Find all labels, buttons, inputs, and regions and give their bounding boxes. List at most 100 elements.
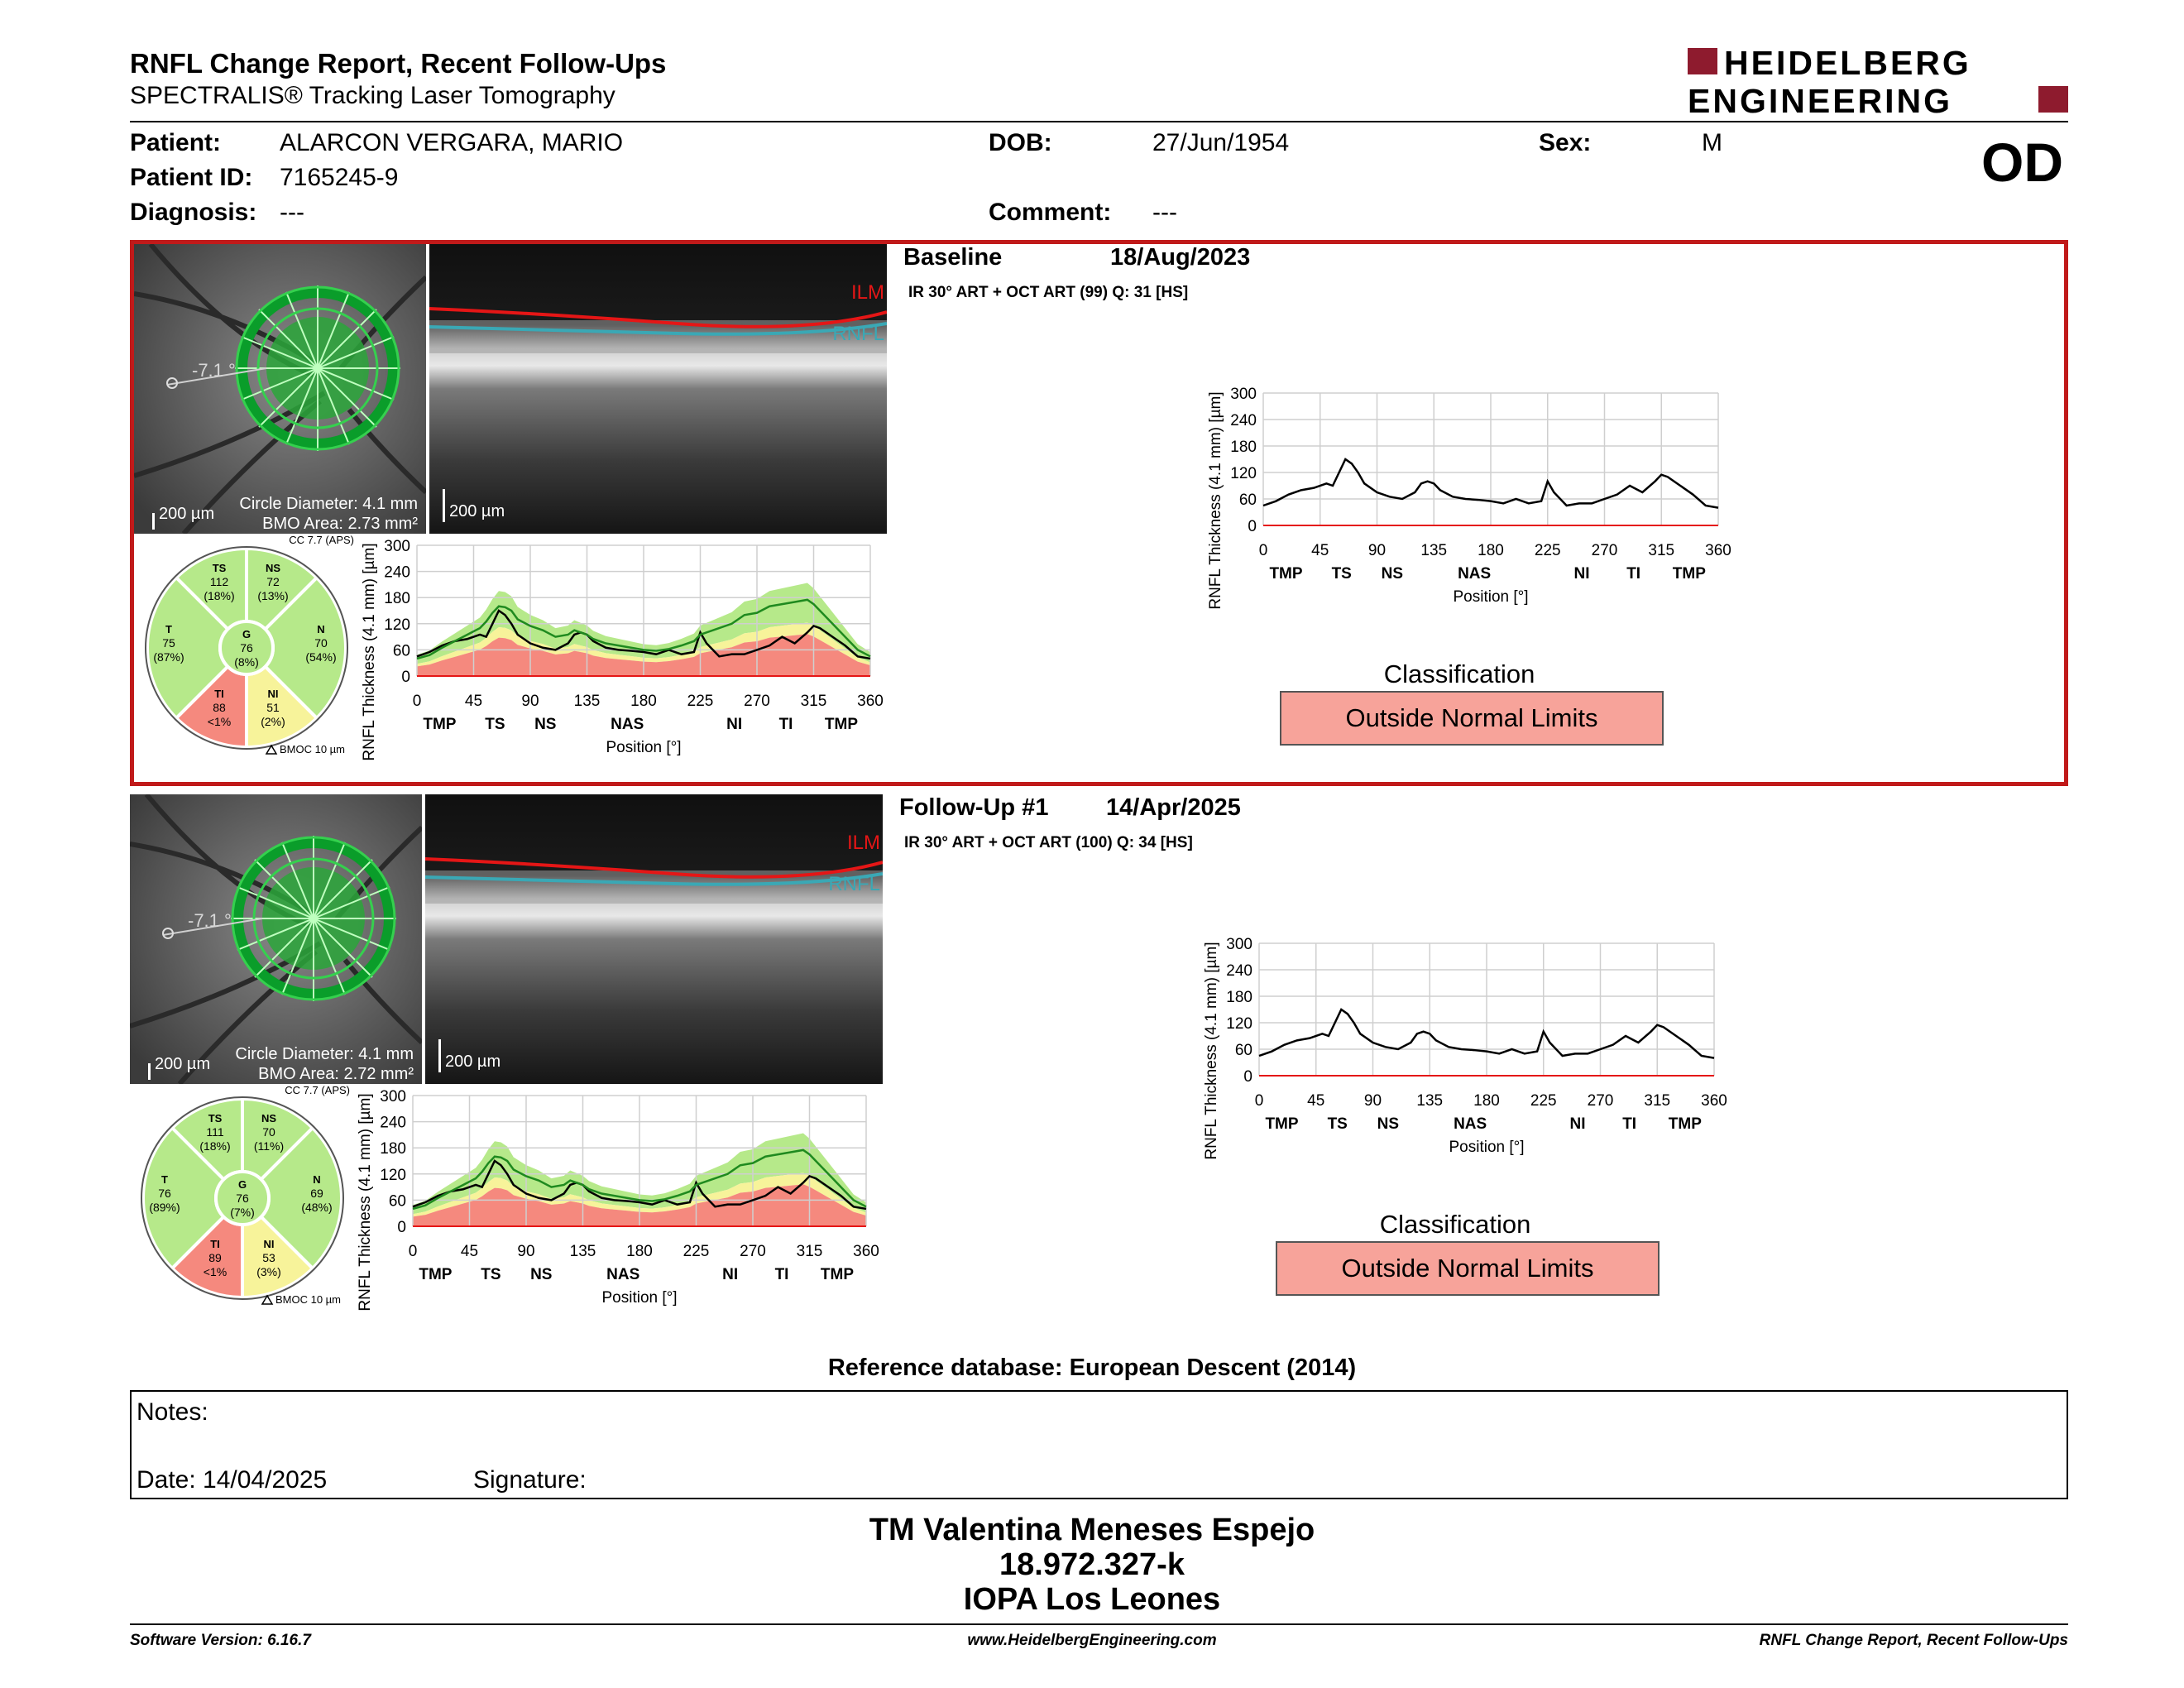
y-axis-label: RNFL Thickness (4.1 mm) [µm] bbox=[1203, 942, 1220, 1159]
sector-label: TS bbox=[213, 562, 227, 574]
diagnosis-label: Diagnosis: bbox=[130, 199, 257, 226]
sector-value: 76 bbox=[240, 641, 253, 655]
signoff-name: TM Valentina Meneses Espejo bbox=[869, 1513, 1315, 1547]
header-rule bbox=[130, 121, 2068, 122]
xtick-label: 225 bbox=[1535, 542, 1561, 559]
sector-percent: (89%) bbox=[149, 1201, 180, 1214]
sector-label: NI bbox=[268, 688, 279, 700]
xtick-label: 360 bbox=[1701, 1092, 1727, 1110]
ytick-label: 60 bbox=[1239, 492, 1257, 509]
ytick-label: 180 bbox=[1230, 439, 1257, 456]
slo-fundus-image: -7.1 ° 200 µm Circle Diameter: 4.1 mm BM… bbox=[129, 793, 424, 1086]
sector-value: 111 bbox=[206, 1125, 223, 1139]
sex-label: Sex: bbox=[1539, 129, 1592, 156]
ytick-label: 60 bbox=[389, 1192, 406, 1210]
sector-value: 89 bbox=[208, 1251, 222, 1264]
xtick-label: 0 bbox=[413, 693, 422, 710]
mean-normal-line bbox=[416, 598, 871, 660]
sector-value: 112 bbox=[210, 575, 229, 588]
xtick-label: 315 bbox=[1644, 1092, 1670, 1110]
sector-label: NI bbox=[264, 1238, 275, 1250]
dob-label: DOB: bbox=[989, 129, 1052, 156]
sector-position-label: NS bbox=[530, 1266, 552, 1283]
sector-g bbox=[218, 620, 275, 676]
xtick-label: 315 bbox=[797, 1243, 823, 1260]
centering-info: CC 7.7 (APS) bbox=[289, 535, 354, 546]
fovea-angle: -7.1 ° bbox=[192, 360, 236, 381]
sector-position-label: TS bbox=[1328, 1115, 1348, 1133]
xtick-label: 270 bbox=[744, 693, 770, 710]
ytick-label: 180 bbox=[380, 1140, 406, 1158]
comment-value: --- bbox=[1152, 199, 1177, 226]
delta-icon bbox=[261, 1294, 274, 1305]
slo-scale: 200 µm bbox=[159, 505, 214, 523]
patient-label: Patient: bbox=[130, 129, 222, 156]
ytick-label: 120 bbox=[384, 616, 410, 634]
heidelberg-logo: HEIDELBERG ENGINEERING bbox=[1688, 44, 2068, 122]
centering-info: CC 7.7 (APS) bbox=[285, 1086, 350, 1096]
profile-svg: 0 60 120 180 240 300 0 45 90 135 180 225 270 315 360 TM… bbox=[357, 1088, 879, 1312]
notes-box: Notes: Date: 14/04/2025 Signature: bbox=[130, 1390, 2068, 1499]
ytick-label: 240 bbox=[380, 1115, 406, 1132]
notes-label: Notes: bbox=[136, 1398, 208, 1426]
xtick-label: 90 bbox=[517, 1243, 534, 1260]
xtick-label: 0 bbox=[1259, 542, 1268, 559]
sector-label: TI bbox=[214, 688, 224, 700]
ytick-label: 60 bbox=[393, 642, 410, 659]
sector-percent: (7%) bbox=[230, 1206, 255, 1219]
xtick-label: 180 bbox=[626, 1243, 653, 1260]
sector-position-label: TMP bbox=[1673, 565, 1706, 583]
y-axis-label: RNFL Thickness (4.1 mm) [µm] bbox=[357, 1093, 374, 1311]
xtick-label: 180 bbox=[1473, 1092, 1500, 1110]
sector-position-label: TMP bbox=[825, 716, 858, 733]
diagnosis-value: --- bbox=[280, 199, 304, 226]
sector-value: 70 bbox=[262, 1125, 275, 1139]
ytick-label: 300 bbox=[384, 538, 410, 555]
sector-position-label: NAS bbox=[1458, 565, 1491, 583]
xtick-label: 135 bbox=[1420, 542, 1447, 559]
sector-position-label: NAS bbox=[606, 1266, 639, 1283]
bmo-area: BMO Area: 2.73 mm² bbox=[262, 515, 418, 533]
ytick-label: 300 bbox=[1226, 936, 1252, 953]
sector-g bbox=[214, 1170, 271, 1226]
sector-percent: (2%) bbox=[261, 715, 285, 728]
ytick-label: 180 bbox=[1226, 989, 1252, 1006]
logo-line1: HEIDELBERG bbox=[1724, 45, 1971, 82]
scan-pattern-lines bbox=[231, 836, 396, 1001]
baseline-panel: -7.1 ° 200 µm Circle Diameter: 4.1 mm BM… bbox=[130, 240, 2068, 786]
sector-percent: (18%) bbox=[199, 1139, 230, 1153]
exam-label: Follow-Up #1 bbox=[899, 794, 1049, 821]
mean-normal-line bbox=[412, 1149, 867, 1211]
profile-chart-large: 0 60 120 180 240 300 0 45 90 135 180 225 270 315 360 TM… bbox=[1181, 385, 1871, 633]
bmo-area: BMO Area: 2.72 mm² bbox=[258, 1065, 414, 1083]
sector-position-label: TMP bbox=[821, 1266, 854, 1283]
fovea-angle: -7.1 ° bbox=[188, 910, 232, 931]
sector-percent: (11%) bbox=[254, 1139, 284, 1153]
thickness-line bbox=[1258, 1008, 1715, 1059]
ytick-label: 300 bbox=[1230, 386, 1257, 403]
sector-percent: (18%) bbox=[204, 589, 234, 602]
ytick-label: 300 bbox=[380, 1088, 406, 1105]
signoff-id: 18.972.327-k bbox=[999, 1547, 1185, 1582]
ytick-label: 180 bbox=[384, 590, 410, 607]
sector-percent: (87%) bbox=[153, 650, 184, 664]
x-axis-label: Position [°] bbox=[1453, 588, 1528, 606]
comment-label: Comment: bbox=[989, 199, 1112, 226]
sector-percent: (3%) bbox=[256, 1265, 281, 1278]
ytick-label: 240 bbox=[1230, 412, 1257, 429]
x-axis-label: Position [°] bbox=[1449, 1139, 1524, 1156]
exam-label: Baseline bbox=[903, 244, 1003, 271]
ytick-label: 120 bbox=[1230, 465, 1257, 482]
xtick-label: 180 bbox=[630, 693, 657, 710]
profile-svg: 0 60 120 180 240 300 0 45 90 135 180 225 270 315 360 TM… bbox=[361, 538, 884, 761]
ytick-label: 120 bbox=[380, 1167, 406, 1184]
sector-value: 75 bbox=[162, 636, 175, 650]
sector-position-label: TI bbox=[1622, 1115, 1636, 1133]
classification-title: Classification bbox=[1383, 659, 1535, 688]
ytick-label: 120 bbox=[1226, 1015, 1252, 1033]
footer-report-name: RNFL Change Report, Recent Follow-Ups bbox=[1759, 1632, 2068, 1649]
sector-position-label: TMP bbox=[423, 716, 456, 733]
x-axis-label: Position [°] bbox=[606, 739, 681, 756]
website-link[interactable]: www.HeidelbergEngineering.com bbox=[967, 1632, 1217, 1649]
sector-position-label: TMP bbox=[419, 1266, 452, 1283]
